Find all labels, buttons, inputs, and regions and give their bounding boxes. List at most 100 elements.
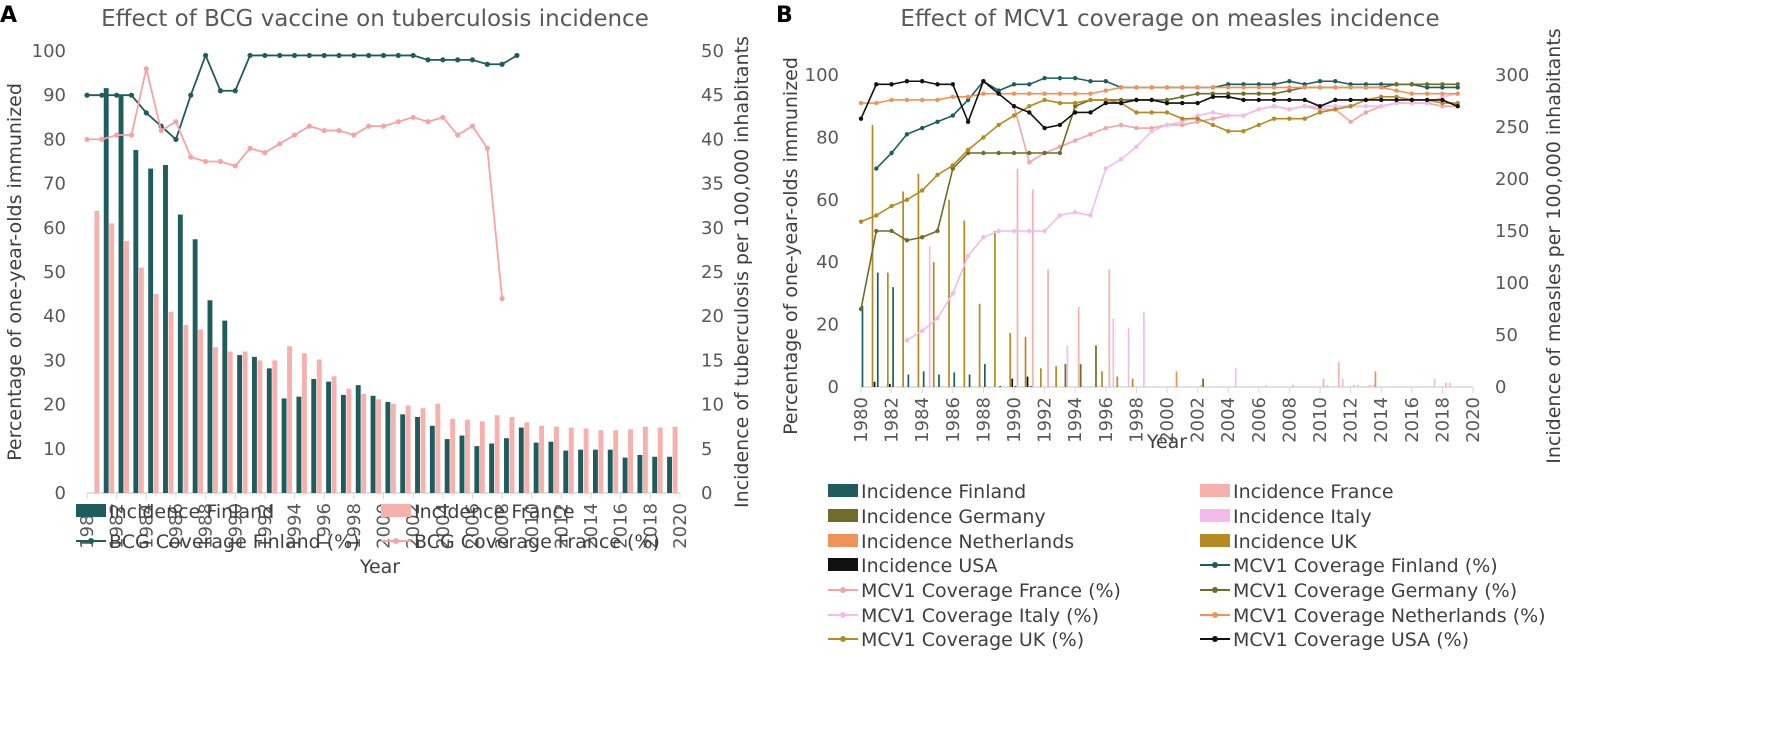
panel-a-bar-incidence-france-1981	[109, 223, 115, 493]
panel-a-bar-incidence-finland-2015	[607, 449, 613, 493]
panel-a-point-bcg-coverage-finland-2002	[410, 52, 416, 59]
panel-b-point-mcv1-coverage-netherlands-2013	[1363, 85, 1369, 90]
panel-b-bar-incidence-germany-2002	[1202, 378, 1204, 387]
panel-b-point-mcv1-coverage-uk-2012	[1348, 104, 1353, 109]
panel-b-bar-incidence-germany-1994	[1079, 364, 1082, 387]
panel-a-point-bcg-coverage-finland-2005	[455, 57, 461, 63]
panel-a-bar-incidence-finland-2002	[415, 416, 420, 493]
panel-b-point-mcv1-coverage-netherlands-2009	[1302, 85, 1307, 90]
panel-b-legend-marker-mcv1-coverage-finland	[1212, 562, 1218, 568]
panel-b-bar-incidence-italy-2011	[1341, 378, 1344, 387]
panel-a-bar-incidence-france-1989	[227, 351, 233, 493]
panel-b-bar-incidence-france-1990	[1016, 168, 1019, 387]
panel-b-point-mcv1-coverage-germany-1988	[981, 150, 986, 156]
panel-b-point-mcv1-coverage-germany-1980	[858, 306, 864, 312]
panel-a-point-bcg-coverage-finland-2006	[469, 57, 476, 63]
panel-a-point-bcg-coverage-finland-1991	[247, 52, 253, 59]
panel-a-bar-incidence-finland-1981	[103, 88, 109, 494]
panel-b-legend-label-mcv1-coverage-netherlands: MCV1 Coverage Netherlands (%)	[1233, 605, 1546, 627]
panel-a-ytick-10: 10	[43, 439, 66, 460]
panel-a-xtick-1990: 1990	[225, 503, 246, 549]
panel-a-bar-incidence-france-1980	[94, 211, 100, 493]
panel-a-legend-label-incidence-finland: Incidence Finland	[109, 501, 274, 523]
panel-b-point-mcv1-coverage-uk-2007	[1271, 116, 1277, 121]
panel-b-point-mcv1-coverage-uk-1991	[1027, 104, 1032, 109]
panel-b-legend-label-mcv1-coverage-france: MCV1 Coverage France (%)	[861, 580, 1121, 602]
panel-a-ytick-20: 20	[43, 395, 66, 416]
panel-a-point-bcg-coverage-finland-2007	[484, 61, 490, 67]
panel-b-point-mcv1-coverage-uk-1981	[874, 213, 879, 218]
panel-a-bar-incidence-france-2010	[539, 425, 545, 493]
panel-b-bar-incidence-uk-1980	[871, 124, 874, 388]
panel-b-bar-incidence-france-2011	[1337, 362, 1340, 387]
panel-b-point-mcv1-coverage-france-1996	[1103, 125, 1109, 131]
panel-b-point-mcv1-coverage-germany-2003	[1210, 91, 1216, 96]
panel-a-bar-incidence-france-2000	[390, 403, 396, 493]
panel-b-point-mcv1-coverage-usa-2001	[1180, 100, 1185, 106]
panel-b-point-mcv1-coverage-usa-2004	[1226, 94, 1231, 100]
panel-b-point-mcv1-coverage-uk-2009	[1302, 116, 1307, 121]
panel-b-point-mcv1-coverage-italy-1988	[981, 235, 986, 240]
panel-a-point-bcg-coverage-finland-2001	[395, 52, 401, 59]
panel-b-y2tick-0: 0	[1495, 377, 1506, 398]
panel-b-point-mcv1-coverage-italy-2001	[1180, 119, 1185, 125]
panel-b-legend-swatch-incidence-netherlands	[828, 534, 858, 547]
panel-b-point-mcv1-coverage-usa-2000	[1164, 100, 1170, 106]
panel-b-point-mcv1-coverage-finland-1990	[1011, 82, 1017, 87]
panel-a-bar-incidence-finland-2016	[622, 457, 628, 493]
panel-b-point-mcv1-coverage-netherlands-1980	[858, 100, 864, 106]
panel-a-xtick-1998: 1998	[344, 503, 365, 549]
panel-a-point-bcg-coverage-france-1980	[84, 136, 90, 142]
panel-b-legend-label-incidence-netherlands: Incidence Netherlands	[861, 531, 1074, 553]
panel-b-point-mcv1-coverage-france-1995	[1088, 132, 1093, 137]
panel-b-point-mcv1-coverage-germany-2017	[1424, 82, 1430, 87]
panel-b-bar-incidence-italy-1997	[1127, 327, 1130, 387]
panel-b-point-mcv1-coverage-netherlands-1986	[950, 94, 955, 100]
panel-b-point-mcv1-coverage-netherlands-1995	[1088, 91, 1093, 96]
panel-b-xtick-2000: 2000	[1157, 397, 1178, 443]
panel-a-bar-incidence-france-1997	[346, 388, 352, 493]
panel-b-point-mcv1-coverage-italy-2018	[1440, 94, 1445, 100]
panel-a-point-bcg-coverage-france-1991	[247, 145, 253, 151]
panel-b-point-mcv1-coverage-italy-1987	[965, 253, 971, 259]
panel-a-bar-incidence-france-2003	[435, 403, 441, 493]
panel-b-point-mcv1-coverage-uk-2008	[1287, 116, 1292, 121]
panel-b-legend-label-mcv1-coverage-germany: MCV1 Coverage Germany (%)	[1233, 580, 1517, 602]
panel-b-point-mcv1-coverage-netherlands-2018	[1440, 91, 1445, 96]
panel-b-point-mcv1-coverage-finland-2010	[1317, 79, 1323, 84]
panel-b-xtick-2010: 2010	[1310, 397, 1331, 443]
panel-b-point-mcv1-coverage-italy-2014	[1379, 104, 1384, 109]
panel-b-point-mcv1-coverage-germany-1984	[920, 235, 925, 240]
panel-a-point-bcg-coverage-finland-1983	[128, 92, 135, 98]
panel-b-point-mcv1-coverage-italy-2004	[1226, 113, 1231, 118]
panel-a-bar-incidence-france-1986	[183, 325, 189, 493]
panel-b-chart: 0 20 40 60 80 100 0 50 100 150 200 250 300 1980 1982 19…	[805, 65, 1530, 443]
panel-a-bar-incidence-france-2017	[642, 426, 648, 493]
panel-b-legend-swatch-incidence-germany	[828, 509, 858, 522]
panel-a-point-bcg-coverage-france-1989	[217, 158, 224, 165]
panel-a-y2tick-45: 45	[701, 85, 724, 106]
panel-b-bar-incidence-uk-1992	[1055, 366, 1057, 387]
panel-b-point-mcv1-coverage-uk-1990	[1011, 113, 1017, 118]
panel-a-bar-incidence-finland-2005	[459, 435, 465, 493]
panel-b-legend-marker-mcv1-coverage-germany	[1212, 587, 1218, 593]
panel-b-point-mcv1-coverage-uk-1983	[904, 197, 910, 202]
panel-b-point-mcv1-coverage-italy-1991	[1027, 228, 1032, 234]
panel-a-bar-incidence-france-2002	[420, 408, 426, 493]
panel-b-legend: Incidence Finland Incidence France Inciden…	[828, 481, 1546, 651]
panel-b-bar-incidence-france-2018	[1445, 382, 1447, 387]
panel-a-point-bcg-coverage-finland-2003	[425, 57, 431, 63]
panel-b-xtick-1986: 1986	[943, 397, 964, 443]
panel-a-xtick-2016: 2016	[611, 503, 632, 549]
panel-b-bar-incidence-france-1996	[1108, 269, 1111, 387]
panel-b-xtick-1992: 1992	[1035, 397, 1056, 443]
panel-a-bar-incidence-finland-2017	[637, 454, 643, 493]
panel-b-xtick-1998: 1998	[1126, 397, 1147, 443]
panel-b-point-mcv1-coverage-germany-2015	[1394, 82, 1399, 87]
panel-b-point-mcv1-coverage-usa-2007	[1271, 97, 1277, 103]
panel-b-bar-incidence-finland-1982	[892, 287, 894, 387]
panel-a-bar-incidence-finland-1996	[326, 381, 332, 493]
panel-a-bar-incidence-france-2016	[628, 429, 633, 493]
panel-a-point-bcg-coverage-france-1984	[143, 66, 149, 72]
panel-b-y2tick-50: 50	[1495, 325, 1518, 346]
